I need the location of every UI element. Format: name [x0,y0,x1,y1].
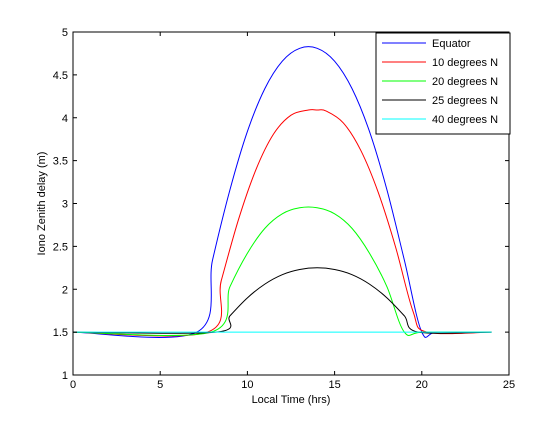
legend-label: Equator [432,38,471,50]
series-line-2 [72,206,492,336]
x-tick-label: 25 [503,379,515,391]
legend: Equator 10 degrees N 20 degrees N 25 degree… [375,32,511,135]
legend-label: 25 degrees N [432,95,498,107]
series-line-3 [72,267,492,334]
legend-label: 20 degrees N [432,76,498,88]
y-tick-label: 2.5 [53,241,68,253]
x-axis-label: Local Time (hrs) [252,394,331,406]
legend-box [375,32,511,135]
y-axis-label: Iono Zenith delay (m) [36,152,48,256]
y-tick-label: 3.5 [53,156,68,168]
x-tick-label: 10 [241,379,253,391]
y-tick-label: 1 [62,370,68,382]
y-tick-label: 1.5 [53,327,68,339]
y-tick-label: 2 [62,284,68,296]
x-tick-label: 15 [328,379,340,391]
x-tick-label: 5 [157,379,163,391]
legend-label: 40 degrees N [432,114,498,126]
y-tick-label: 4.5 [53,70,68,82]
series-layer [72,46,492,338]
y-tick-label: 3 [62,199,68,211]
series-line-1 [72,109,492,337]
legend-label: 10 degrees N [432,57,498,69]
x-tick-label: 20 [416,379,428,391]
series-line-0 [72,46,492,338]
x-tick-label: 0 [70,379,76,391]
y-tick-label: 4 [62,113,68,125]
y-tick-label: 5 [62,27,68,39]
